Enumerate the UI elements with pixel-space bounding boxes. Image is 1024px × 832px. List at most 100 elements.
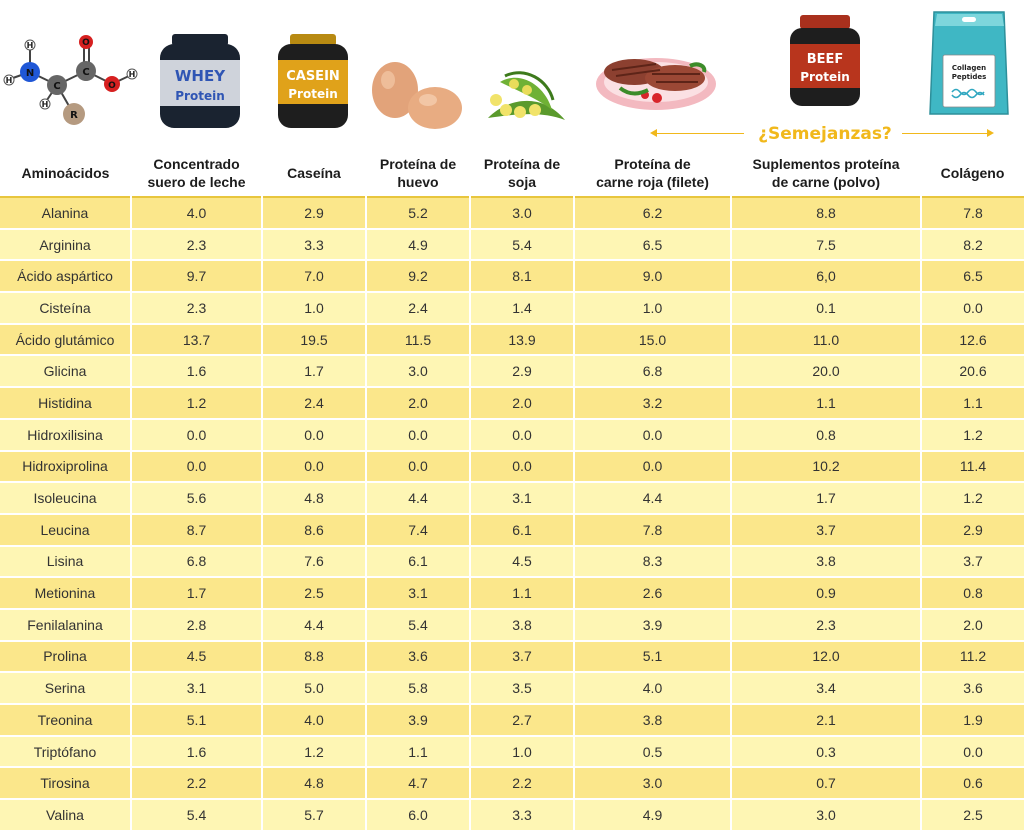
table-cell: 9.0 [573,260,731,293]
table-cell: 0.0 [573,450,731,483]
table-cell: 20.6 [920,355,1024,388]
table-cell: 9.2 [365,260,470,293]
similarities-arrow-right [902,129,994,137]
table-row: Glicina 1.6 1.7 3.0 2.9 6.8 20.0 20.6 [0,355,1024,388]
amino-acid-name: Fenilalanina [0,608,131,641]
table-cell: 2.7 [469,704,574,736]
table-cell: 3.1 [130,672,262,704]
similarities-label: ¿Semejanzas? [758,124,892,144]
whey-protein-jar-icon: WHEY Protein [160,34,240,128]
table-cell: 6.1 [469,513,574,546]
table-cell: 0.7 [730,767,921,800]
table-row: Alanina 4.0 2.9 5.2 3.0 6.2 8.8 7.8 [0,197,1024,229]
table-cell: 13.9 [469,323,574,356]
table-cell: 4.4 [261,608,366,641]
table-row: Serina 3.1 5.0 5.8 3.5 4.0 3.4 3.6 [0,672,1024,704]
table-cell: 6.5 [920,260,1024,293]
column-header: Proteína de soja [483,156,561,190]
table-cell: 1.0 [573,292,731,324]
table-cell: 2.4 [365,292,470,324]
table-cell: 4.9 [365,228,470,261]
table-cell: 2.5 [920,799,1024,831]
table-cell: 1.6 [130,735,262,768]
table-cell: 1.1 [920,387,1024,419]
table-cell: 2.9 [469,355,574,388]
collagen-label-top: Collagen [952,64,986,72]
table-cell: 7.5 [730,228,921,261]
table-row: Histidina 1.2 2.4 2.0 2.0 3.2 1.1 1.1 [0,387,1024,419]
amino-acid-name: Serina [0,672,131,704]
table-cell: 0.6 [920,767,1024,800]
table-cell: 0.0 [573,418,731,451]
steak-plate-icon [596,58,716,110]
table-cell: 2.6 [573,577,731,609]
table-cell: 5.4 [469,228,574,261]
table-cell: 4.5 [130,640,262,673]
beef-protein-jar-icon: BEEF Protein [790,15,860,106]
molecule-atom-2: H [6,76,13,85]
table-row: Cisteína 2.3 1.0 2.4 1.4 1.0 0.1 0.0 [0,292,1024,324]
table-cell: 10.2 [730,450,921,483]
casein-jar-label-bottom: Protein [288,87,338,101]
table-cell: 2.3 [130,292,262,324]
table-row: Arginina 2.3 3.3 4.9 5.4 6.5 7.5 8.2 [0,228,1024,261]
table-cell: 6.1 [365,545,470,578]
amino-acid-name: Cisteína [0,292,131,324]
table-cell: 2.9 [920,513,1024,546]
table-cell: 3.6 [365,640,470,673]
table-cell: 1.1 [730,387,921,419]
amino-acid-name: Triptófano [0,735,131,768]
table-cell: 1.4 [469,292,574,324]
table-row: Isoleucina 5.6 4.8 4.4 3.1 4.4 1.7 1.2 [0,482,1024,514]
collagen-bag-icon: Collagen Peptides [929,11,1009,115]
molecule-atom-0: H [27,41,34,50]
amino-acid-name: Hidroxiprolina [0,450,131,483]
table-cell: 2.2 [469,767,574,800]
amino-acid-name: Alanina [0,197,131,229]
table-cell: 1.7 [730,482,921,514]
table-cell: 7.4 [365,513,470,546]
table-cell: 0.8 [730,418,921,451]
table-cell: 8.6 [261,513,366,546]
table-cell: 20.0 [730,355,921,388]
table-cell: 1.9 [920,704,1024,736]
similarities-arrow-left [650,129,744,137]
table-cell: 2.1 [730,704,921,736]
table-cell: 2.3 [130,228,262,261]
amino-acid-name: Glicina [0,355,131,388]
table-cell: 2.2 [130,767,262,800]
column-header: Colágeno [940,165,1005,181]
table-cell: 0.0 [130,450,262,483]
table-cell: 4.8 [261,767,366,800]
table-cell: 2.0 [365,387,470,419]
molecule-atom-4: H [42,100,49,109]
table-cell: 3.1 [469,482,574,514]
table-cell: 15.0 [573,323,731,356]
table-cell: 1.7 [261,355,366,388]
table-cell: 3.8 [573,704,731,736]
table-cell: 5.8 [365,672,470,704]
table-cell: 3.0 [573,767,731,800]
table-cell: 3.3 [261,228,366,261]
table-row: Triptófano 1.6 1.2 1.1 1.0 0.5 0.3 0.0 [0,735,1024,768]
table-cell: 2.8 [130,608,262,641]
table-cell: 3.0 [730,799,921,831]
table-cell: 1.0 [469,735,574,768]
amino-acid-name: Arginina [0,228,131,261]
table-cell: 0.0 [469,450,574,483]
amino-acid-name: Hidroxilisina [0,418,131,451]
table-cell: 1.2 [261,735,366,768]
table-cell: 3.3 [469,799,574,831]
table-row: Fenilalanina 2.8 4.4 5.4 3.8 3.9 2.3 2.0 [0,608,1024,641]
table-row: Valina 5.4 5.7 6.0 3.3 4.9 3.0 2.5 [0,799,1024,831]
table-cell: 0.9 [730,577,921,609]
table-cell: 4.5 [469,545,574,578]
table-cell: 3.8 [469,608,574,641]
whey-jar-label-bottom: Protein [175,89,225,103]
table-row: Tirosina 2.2 4.8 4.7 2.2 3.0 0.7 0.6 [0,767,1024,800]
molecule-atom-5: R [70,110,78,121]
casein-jar-label-top: CASEIN [286,69,340,84]
table-row: Hidroxiprolina 0.0 0.0 0.0 0.0 0.0 10.2 11.4 [0,450,1024,483]
table-cell: 4.9 [573,799,731,831]
table-cell: 1.2 [920,482,1024,514]
